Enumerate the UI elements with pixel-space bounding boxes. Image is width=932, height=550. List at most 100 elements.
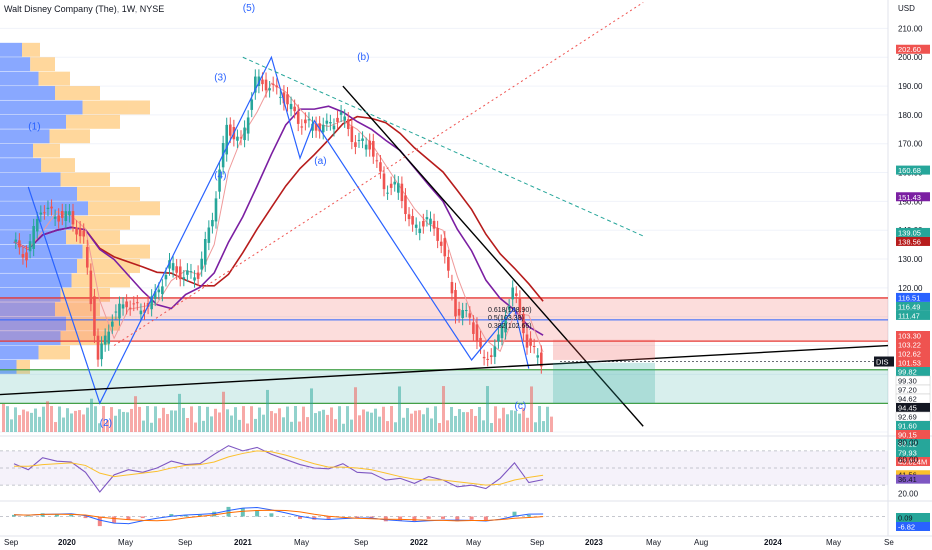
- macd-bar: [140, 516, 145, 519]
- price-label-bg: [896, 192, 930, 202]
- volume-bar: [314, 413, 317, 432]
- price-label-bg: [896, 227, 930, 237]
- volume-profile-bar: [38, 71, 70, 86]
- volume-bar: [258, 407, 261, 432]
- macd-bar: [269, 513, 274, 517]
- candle-body: [275, 85, 279, 88]
- volume-bar: [550, 416, 553, 432]
- candle-body: [504, 317, 507, 333]
- candle-body: [425, 217, 429, 220]
- price-label-bg: [896, 430, 930, 440]
- candle-body: [53, 216, 57, 219]
- volume-bar: [54, 422, 57, 432]
- macd-bar: [112, 516, 117, 523]
- candle-body: [168, 260, 171, 269]
- price-label: 79.93: [898, 449, 917, 458]
- candle-body: [329, 122, 332, 124]
- candle-body: [150, 296, 153, 310]
- candle-body: [271, 83, 275, 85]
- volume-bar: [230, 415, 233, 432]
- volume-bar: [318, 411, 321, 432]
- volume-profile-bar: [49, 129, 90, 144]
- candle-body: [371, 141, 375, 157]
- volume-bar: [438, 423, 441, 432]
- volume-bar: [106, 420, 109, 432]
- macd-bar: [26, 515, 31, 517]
- candle-body: [161, 286, 164, 295]
- price-label: 89.12: [898, 440, 917, 449]
- candle-body: [522, 313, 525, 334]
- volume-bar: [350, 419, 353, 432]
- volume-bar: [26, 411, 29, 432]
- macd-bar: [255, 510, 260, 517]
- volume-bar: [38, 416, 41, 432]
- volume-profile-bar: [0, 86, 55, 100]
- volume-bar: [518, 413, 521, 432]
- price-label: 151.43: [898, 193, 921, 202]
- candle-body: [354, 142, 357, 147]
- volume-bar: [246, 423, 249, 432]
- candle-body: [414, 224, 418, 228]
- candle-body: [411, 216, 414, 225]
- volume-profile-bar: [38, 345, 70, 360]
- price-tick: 210.00: [898, 24, 923, 33]
- time-axis: Sep 2020 May Sep 2021 May Sep 2022 May Sep 2023 May…: [4, 538, 894, 547]
- volume-bar: [194, 422, 197, 432]
- macd-bar: [398, 516, 403, 521]
- macd-bar: [326, 516, 331, 519]
- macd-bar: [512, 511, 517, 517]
- price-label: 111.47: [898, 311, 920, 320]
- macd-bar: [197, 514, 202, 517]
- volume-bar: [162, 407, 165, 432]
- price-label: 101.53: [898, 359, 921, 368]
- price-tick: 190.00: [898, 82, 923, 91]
- volume-bars: [2, 386, 553, 432]
- candle-body: [457, 308, 461, 316]
- macd-label: -6.82: [898, 523, 915, 532]
- volume-bar: [482, 420, 485, 432]
- candle-body: [228, 124, 232, 136]
- volume-bar: [226, 409, 229, 432]
- price-label: 99.30: [898, 377, 917, 386]
- candle-body: [118, 303, 121, 319]
- volume-bar: [362, 409, 365, 432]
- macd-bar: [169, 514, 174, 517]
- candle-body: [454, 289, 457, 317]
- volume-bar: [206, 406, 209, 432]
- candle-body: [261, 79, 264, 85]
- candle-body: [236, 136, 239, 141]
- volume-profile-bar: [0, 114, 66, 129]
- volume-bar: [158, 418, 161, 432]
- macd-bar: [97, 516, 102, 527]
- time-tick: Aug: [694, 538, 708, 547]
- candle-body: [268, 88, 271, 91]
- volume-bar: [434, 406, 437, 432]
- macd-bar: [455, 516, 460, 522]
- volume-bar: [510, 410, 513, 432]
- macd-bar: [54, 514, 59, 517]
- moving-average-fast: [13, 82, 544, 353]
- volume-bar: [266, 389, 269, 432]
- volume-bar: [2, 404, 5, 432]
- volume-bar: [234, 407, 237, 432]
- price-label: 116.51: [898, 293, 920, 302]
- volume-bar: [526, 417, 529, 432]
- volume-bar: [406, 408, 409, 432]
- currency-label: USD: [898, 4, 915, 13]
- price-label-bg: [896, 236, 930, 246]
- macd-bar: [83, 516, 88, 519]
- candle-body: [243, 127, 246, 141]
- volume-bar: [46, 401, 49, 432]
- candle-body: [493, 346, 497, 357]
- price-label: 90.15: [898, 431, 917, 440]
- volume-profile-bar: [0, 100, 83, 115]
- volume-bar: [414, 410, 417, 432]
- candle-body: [178, 266, 182, 280]
- candle-body: [89, 270, 93, 305]
- candle-body: [18, 240, 21, 248]
- volume-bar: [450, 406, 453, 432]
- price-label-bg: [896, 448, 930, 458]
- volume-profile-bar: [0, 42, 22, 57]
- price-tick: 180.00: [898, 111, 923, 120]
